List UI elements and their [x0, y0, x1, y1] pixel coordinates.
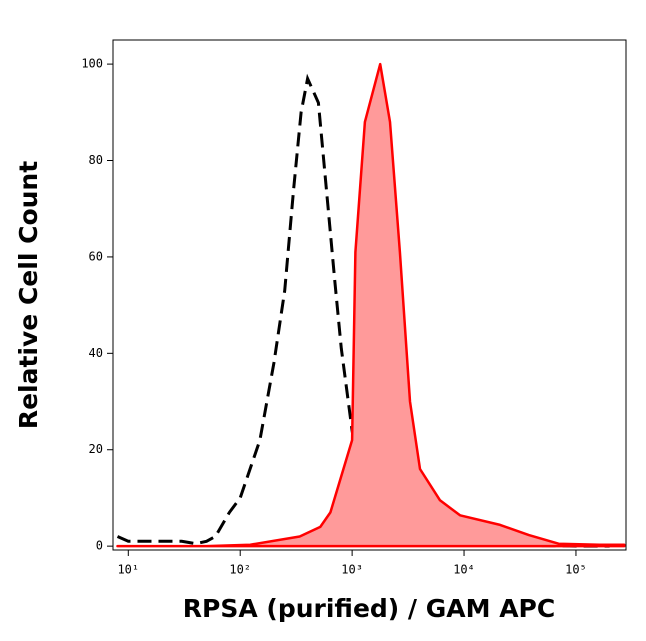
- area: [116, 62, 626, 548]
- y-tick-label: 60: [89, 249, 103, 263]
- y-axis-title: Relative Cell Count: [14, 161, 43, 429]
- y-tick-label: 100: [81, 57, 103, 71]
- x-tick-label: 10⁵: [565, 563, 587, 577]
- y-tick-label: 0: [96, 539, 103, 553]
- x-axis-title: RPSA (purified) / GAM APC: [183, 594, 555, 623]
- x-tick-label: 10¹: [117, 563, 139, 577]
- line: [116, 73, 610, 548]
- y-tick-label: 20: [89, 442, 103, 456]
- y-tick-label: 80: [89, 153, 103, 167]
- y-tick-label: 40: [89, 346, 103, 360]
- plot-frame: [112, 39, 627, 551]
- x-tick-label: 10⁴: [453, 563, 475, 577]
- x-tick-label: 10³: [341, 563, 363, 577]
- x-tick-label: 10²: [229, 563, 251, 577]
